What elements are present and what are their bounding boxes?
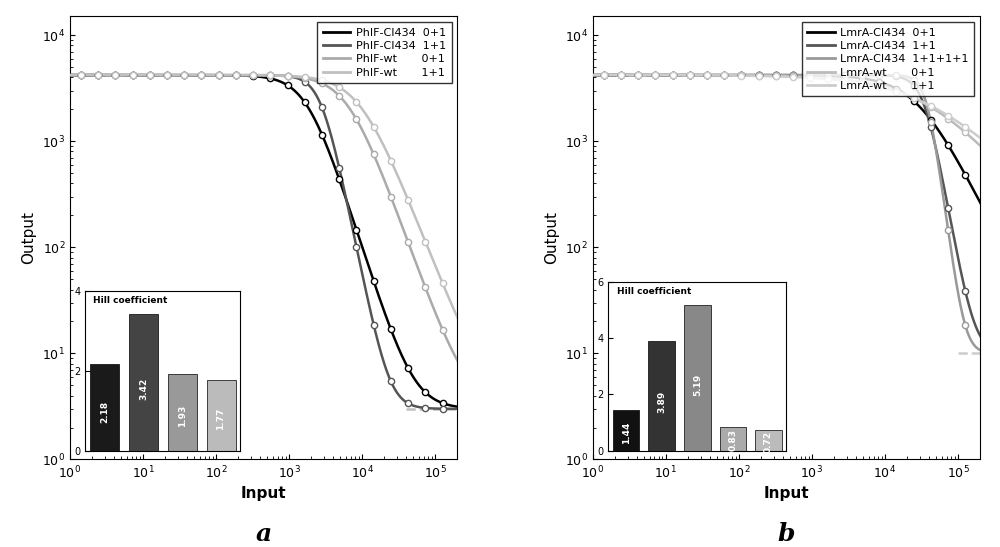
Text: a: a (255, 521, 272, 545)
Y-axis label: Output: Output (22, 212, 37, 264)
Y-axis label: Output: Output (544, 212, 559, 264)
X-axis label: Input: Input (764, 486, 809, 502)
Text: b: b (778, 521, 795, 545)
Legend: PhIF-CI434  0+1, PhIF-CI434  1+1, PhIF-wt       0+1, PhIF-wt       1+1: PhIF-CI434 0+1, PhIF-CI434 1+1, PhIF-wt … (317, 22, 452, 83)
Legend: LmrA-CI434  0+1, LmrA-CI434  1+1, LmrA-CI434  1+1+1+1, LmrA-wt       0+1, LmrA-w: LmrA-CI434 0+1, LmrA-CI434 1+1, LmrA-CI4… (802, 22, 974, 96)
X-axis label: Input: Input (241, 486, 286, 502)
